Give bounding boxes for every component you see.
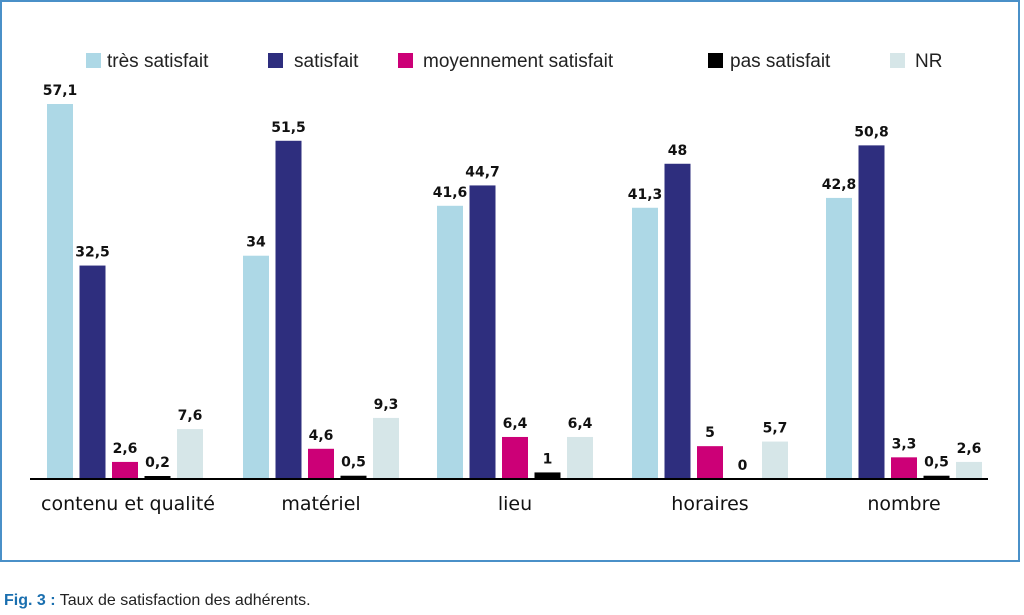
caption-text: Taux de satisfaction des adhérents. — [55, 592, 311, 609]
data-label: 42,8 — [822, 177, 857, 193]
bar — [567, 436, 593, 479]
legend-label: très satisfait — [107, 51, 209, 72]
data-label: 4,6 — [309, 428, 334, 444]
data-label: 1 — [543, 451, 553, 467]
legend-swatch — [86, 53, 101, 68]
bar — [762, 441, 788, 479]
data-label: 41,6 — [433, 185, 468, 201]
bar-chart: très satisfait satisfait moyennement satis… — [30, 51, 988, 515]
legend-label: moyennement satisfait — [423, 51, 614, 72]
data-label: 44,7 — [465, 164, 500, 180]
bar — [437, 205, 463, 479]
bar — [177, 429, 203, 479]
data-label: 34 — [246, 235, 266, 251]
data-label: 0 — [738, 458, 748, 474]
data-label: 0,5 — [924, 455, 949, 471]
data-label: 6,4 — [568, 416, 593, 432]
legend-label: satisfait — [294, 51, 359, 72]
bar — [340, 475, 367, 479]
bar — [923, 475, 950, 479]
data-label: 48 — [668, 143, 687, 159]
figure-number: Fig. 3 : — [4, 592, 56, 609]
data-label: 3,3 — [892, 436, 917, 452]
data-label: 6,4 — [503, 416, 528, 432]
category-label: contenu et qualité — [41, 493, 215, 515]
bar — [112, 461, 138, 479]
category-label: lieu — [498, 493, 532, 515]
bar — [502, 436, 528, 479]
data-label: 32,5 — [75, 245, 110, 261]
legend-swatch — [890, 53, 905, 68]
legend-swatch — [708, 53, 723, 68]
bar — [243, 255, 269, 479]
data-label: 9,3 — [374, 397, 399, 413]
bar — [664, 163, 691, 480]
figure-caption: Fig. 3 : Taux de satisfaction des adhére… — [4, 592, 311, 610]
data-label: 0,5 — [341, 455, 366, 471]
bar — [858, 145, 885, 479]
bar — [469, 185, 496, 479]
bar — [534, 472, 561, 479]
data-label: 2,6 — [957, 441, 982, 457]
data-label: 0,2 — [145, 455, 170, 471]
data-label: 5,7 — [763, 421, 788, 437]
bar — [144, 476, 171, 479]
category-label: matériel — [281, 493, 360, 515]
legend-swatch — [268, 53, 283, 68]
bar — [826, 197, 852, 479]
bar — [956, 461, 982, 479]
bar — [308, 448, 334, 479]
data-label: 7,6 — [178, 408, 203, 424]
data-label: 2,6 — [113, 441, 138, 457]
legend-label: pas satisfait — [730, 51, 831, 72]
bar — [697, 446, 723, 479]
category-label: nombre — [867, 493, 940, 515]
data-label: 5 — [705, 425, 715, 441]
bar — [47, 104, 73, 479]
legend-swatch — [398, 53, 413, 68]
bar — [373, 417, 399, 479]
data-label: 50,8 — [854, 124, 889, 140]
chart-frame — [0, 0, 1020, 562]
bar — [79, 265, 106, 479]
bar — [275, 140, 302, 479]
bar — [891, 457, 917, 479]
data-label: 57,1 — [43, 83, 78, 99]
legend-label: NR — [915, 51, 942, 72]
data-label: 51,5 — [271, 120, 306, 136]
data-label: 41,3 — [628, 187, 663, 203]
category-label: horaires — [671, 493, 748, 515]
bar — [632, 207, 658, 479]
